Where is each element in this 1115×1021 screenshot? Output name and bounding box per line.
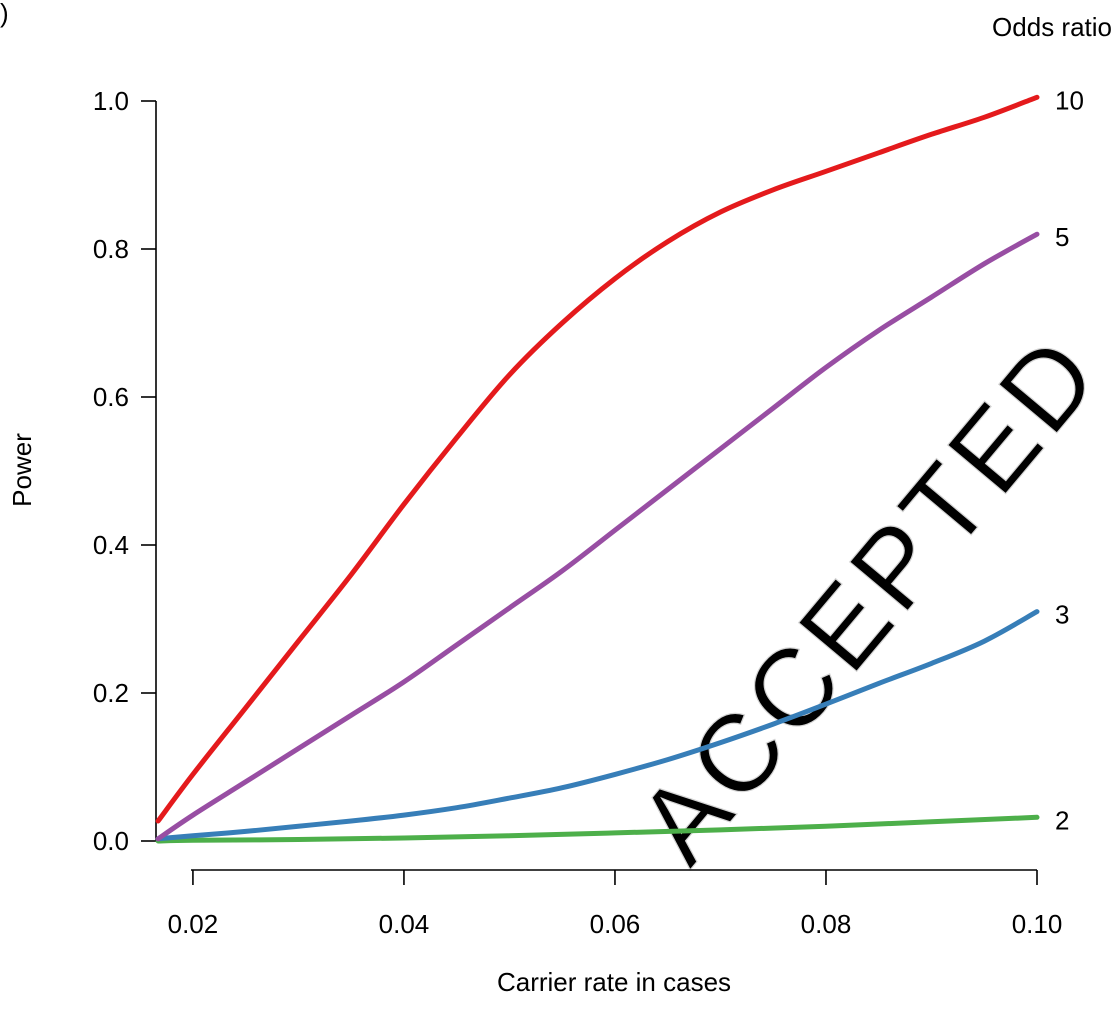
series-labels: 10 5 3 2 [1055,85,1084,835]
series-line-or-10 [155,94,1040,824]
series-end-label: 3 [1055,600,1069,630]
x-ticks: 0.02 0.04 0.06 0.08 0.10 [168,870,1063,939]
x-axis-title: Carrier rate in cases [497,967,731,997]
panel-label: ) [0,0,9,28]
series-line-or-2 [155,814,1040,844]
y-tick-label: 1.0 [93,86,129,116]
x-tick-label: 0.10 [1012,909,1063,939]
y-axis-title: Power [7,433,37,507]
accepted-watermark: ACCEPTED [614,311,1115,886]
y-tick-label: 0.6 [93,382,129,412]
x-tick-label: 0.04 [379,909,430,939]
series-end-label: 10 [1055,85,1084,115]
x-tick-label: 0.02 [168,909,219,939]
x-tick-label: 0.08 [801,909,852,939]
series-end-label: 5 [1055,222,1069,252]
series-group [155,94,1040,844]
series-end-label: 2 [1055,805,1069,835]
legend-title: Odds ratio [992,12,1112,42]
y-tick-label: 0.0 [93,826,129,856]
series-line-or-5 [155,231,1040,842]
axes: 0.0 0.2 0.4 0.6 0.8 1.0 0.02 0.04 0.06 0.08 0.10 [93,86,1062,939]
y-ticks: 0.0 0.2 0.4 0.6 0.8 1.0 [93,86,156,856]
series-line-or-3 [155,609,1040,842]
x-tick-label: 0.06 [590,909,641,939]
y-tick-label: 0.4 [93,530,129,560]
y-tick-label: 0.8 [93,234,129,264]
y-tick-label: 0.2 [93,678,129,708]
